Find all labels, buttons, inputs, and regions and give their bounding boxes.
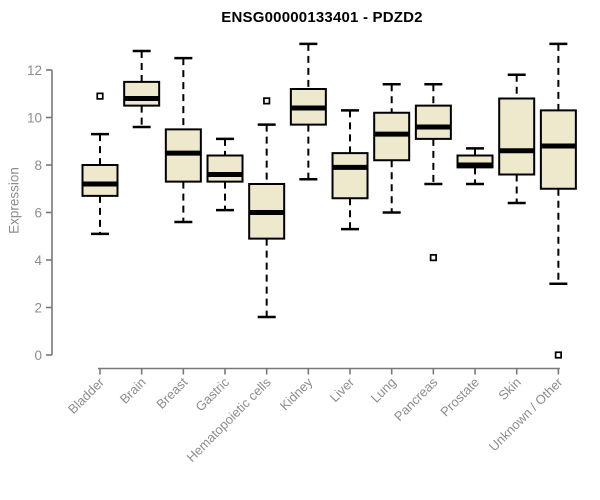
x-tick-label-liver: Liver [327,374,358,405]
box-group-prostate [456,147,494,186]
chart-title: ENSG00000133401 - PDZD2 [221,9,423,26]
iqr-box [123,80,161,107]
box-group-hematopoietic-cells [248,97,286,319]
iqr-box [206,154,244,183]
y-tick-label: 8 [34,158,42,173]
x-tick-label-lung: Lung [368,375,399,406]
box-group-unknown-other [539,42,577,359]
x-tick-label-pancreas: Pancreas [391,374,441,424]
x-tick-label-bladder: Bladder [65,374,108,417]
iqr-box [539,109,577,190]
box-group-skin [498,73,536,205]
iqr-box [81,164,119,197]
x-tick-label-skin: Skin [495,375,523,403]
y-tick-label: 10 [27,110,42,125]
outlier-point [263,97,271,105]
iqr-box [414,104,452,140]
y-tick-label: 0 [34,348,42,363]
y-tick-label: 12 [27,63,42,78]
y-tick-label: 2 [34,300,42,315]
outlier-point [96,92,104,100]
iqr-box [498,97,536,176]
box-group-breast [164,56,202,224]
box-group-gastric [206,137,244,212]
x-tick-label-gastric: Gastric [192,374,232,414]
box-group-lung [373,83,411,214]
box-group-pancreas [414,83,452,262]
iqr-box [331,152,369,200]
box-group-kidney [289,42,327,181]
x-tick-label-breast: Breast [153,374,190,411]
outlier-point [429,254,437,262]
y-tick-label: 6 [34,205,42,220]
outlier-point [554,351,562,359]
y-axis-title: Expression [6,167,22,234]
box-group-brain [123,49,161,129]
x-tick-label-kidney: Kidney [277,374,316,413]
box-group-liver [331,109,369,231]
box-group-bladder [81,92,119,236]
x-tick-label-unknown-other: Unknown / Other [486,374,566,454]
y-tick-label: 4 [34,253,42,268]
x-tick-label-brain: Brain [117,375,149,407]
x-tick-label-prostate: Prostate [437,375,482,420]
